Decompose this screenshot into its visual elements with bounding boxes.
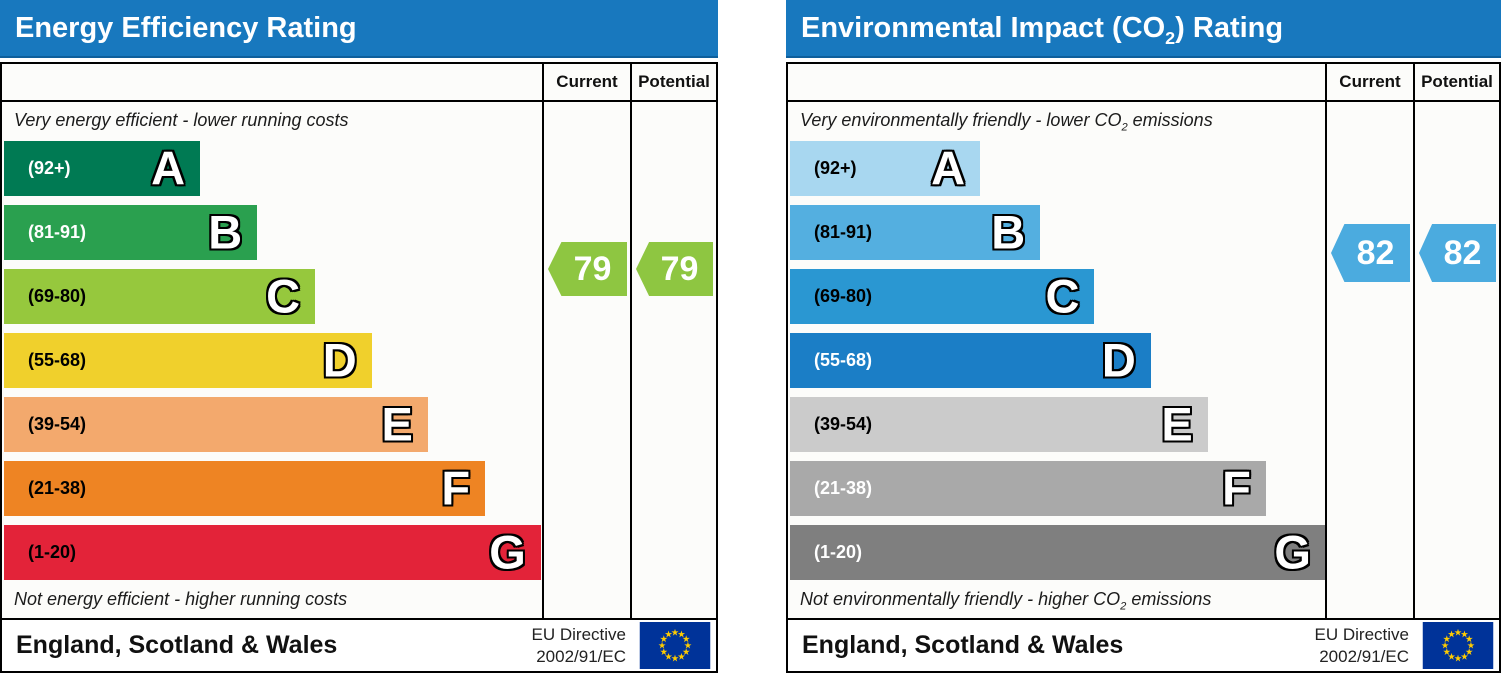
band-c-range: (69-80) bbox=[814, 286, 873, 306]
band-f: (21-38) F bbox=[790, 461, 1266, 516]
band-b-letter: B bbox=[208, 205, 243, 259]
band-a: (92+) A bbox=[4, 141, 201, 196]
energy-chart-title: Energy Efficiency Rating bbox=[15, 11, 357, 44]
band-c: (69-80) C bbox=[790, 269, 1095, 324]
band-c: (69-80) C bbox=[4, 269, 316, 324]
header-spacer bbox=[2, 64, 542, 100]
energy-band-area: Very energy efficient - lower running co… bbox=[2, 102, 542, 618]
band-b: (81-91) B bbox=[790, 205, 1041, 260]
current-value-column: 79 bbox=[542, 102, 630, 618]
band-f-letter: F bbox=[1222, 461, 1251, 515]
eu-flag-icon bbox=[639, 622, 711, 669]
band-d-letter: D bbox=[322, 333, 357, 387]
environmental-chart-title: Environmental Impact (CO2) Rating bbox=[801, 11, 1284, 48]
band-g-letter: G bbox=[489, 525, 526, 579]
environmental-band-area: Very environmentally friendly - lower CO… bbox=[788, 102, 1326, 618]
band-f-range: (21-38) bbox=[814, 478, 873, 498]
band-e-range: (39-54) bbox=[28, 414, 87, 434]
top-note: Very energy efficient - lower running co… bbox=[14, 110, 349, 130]
header-spacer bbox=[788, 64, 1325, 100]
band-a: (92+) A bbox=[790, 141, 981, 196]
band-e: (39-54) E bbox=[4, 397, 428, 452]
band-d-range: (55-68) bbox=[814, 350, 873, 370]
energy-efficiency-chart: Energy Efficiency Rating Current Potenti… bbox=[0, 0, 718, 675]
bottom-note: Not environmentally friendly - higher CO… bbox=[800, 589, 1212, 613]
band-f-letter: F bbox=[441, 461, 471, 515]
band-d: (55-68) D bbox=[790, 333, 1151, 388]
band-f: (21-38) F bbox=[4, 461, 486, 516]
potential-rating-value: 79 bbox=[660, 249, 699, 288]
band-g-letter: G bbox=[1274, 525, 1311, 579]
band-e-range: (39-54) bbox=[814, 414, 873, 434]
energy-chart-body: Very energy efficient - lower running co… bbox=[2, 102, 716, 618]
column-header-row: Current Potential bbox=[2, 64, 716, 102]
band-g: (1-20) G bbox=[4, 525, 541, 580]
environmental-chart-body: Very environmentally friendly - lower CO… bbox=[788, 102, 1499, 618]
band-b-range: (81-91) bbox=[814, 222, 873, 242]
band-a-letter: A bbox=[151, 141, 186, 195]
band-e: (39-54) E bbox=[790, 397, 1208, 452]
band-a-letter: A bbox=[931, 141, 966, 195]
eu-directive-label: EU Directive 2002/91/EC bbox=[1314, 625, 1409, 666]
top-note: Very environmentally friendly - lower CO… bbox=[800, 110, 1213, 134]
band-g-range: (1-20) bbox=[814, 542, 863, 562]
eu-directive-label: EU Directive 2002/91/EC bbox=[531, 625, 626, 666]
eu-flag-icon bbox=[1422, 622, 1494, 669]
band-b: (81-91) B bbox=[4, 205, 258, 260]
band-f-range: (21-38) bbox=[28, 478, 87, 498]
band-g: (1-20) G bbox=[790, 525, 1326, 580]
current-column-header: Current bbox=[542, 64, 630, 100]
current-rating-value: 82 bbox=[1356, 233, 1395, 272]
band-g-range: (1-20) bbox=[28, 542, 77, 562]
current-value-column: 82 bbox=[1325, 102, 1413, 618]
region-label: England, Scotland & Wales bbox=[802, 631, 1124, 659]
current-column-header: Current bbox=[1325, 64, 1413, 100]
potential-value-column: 82 bbox=[1413, 102, 1499, 618]
energy-chart-table: Current Potential Very energy efficient … bbox=[0, 62, 718, 673]
current-rating-arrow: 82 bbox=[1331, 224, 1410, 282]
potential-rating-arrow: 82 bbox=[1419, 224, 1496, 282]
potential-column-header: Potential bbox=[1413, 64, 1499, 100]
current-rating-arrow: 79 bbox=[548, 242, 627, 296]
band-d-letter: D bbox=[1101, 333, 1136, 387]
region-label: England, Scotland & Wales bbox=[16, 631, 338, 659]
band-b-letter: B bbox=[991, 205, 1026, 259]
column-header-row: Current Potential bbox=[788, 64, 1499, 102]
energy-chart-footer: England, Scotland & Wales EU Directive 2… bbox=[2, 618, 716, 671]
environmental-chart-table: Current Potential Very environmentally f… bbox=[786, 62, 1501, 673]
potential-column-header: Potential bbox=[630, 64, 716, 100]
environmental-impact-chart: Environmental Impact (CO2) Rating Curren… bbox=[786, 0, 1501, 675]
band-d: (55-68) D bbox=[4, 333, 372, 388]
band-a-range: (92+) bbox=[814, 158, 857, 178]
potential-rating-arrow: 79 bbox=[636, 242, 713, 296]
band-c-range: (69-80) bbox=[28, 286, 87, 306]
band-a-range: (92+) bbox=[28, 158, 71, 178]
band-c-letter: C bbox=[1045, 269, 1080, 323]
band-b-range: (81-91) bbox=[28, 222, 87, 242]
band-e-letter: E bbox=[381, 397, 413, 451]
potential-rating-value: 82 bbox=[1443, 233, 1482, 272]
environmental-chart-footer: England, Scotland & Wales EU Directive 2… bbox=[788, 618, 1499, 671]
band-d-range: (55-68) bbox=[28, 350, 87, 370]
band-e-letter: E bbox=[1161, 397, 1193, 451]
environmental-title-bar: Environmental Impact (CO2) Rating bbox=[786, 0, 1501, 58]
potential-value-column: 79 bbox=[630, 102, 716, 618]
current-rating-value: 79 bbox=[573, 249, 612, 288]
bottom-note: Not energy efficient - higher running co… bbox=[14, 589, 348, 609]
energy-title-bar: Energy Efficiency Rating bbox=[0, 0, 718, 58]
band-c-letter: C bbox=[266, 269, 301, 323]
